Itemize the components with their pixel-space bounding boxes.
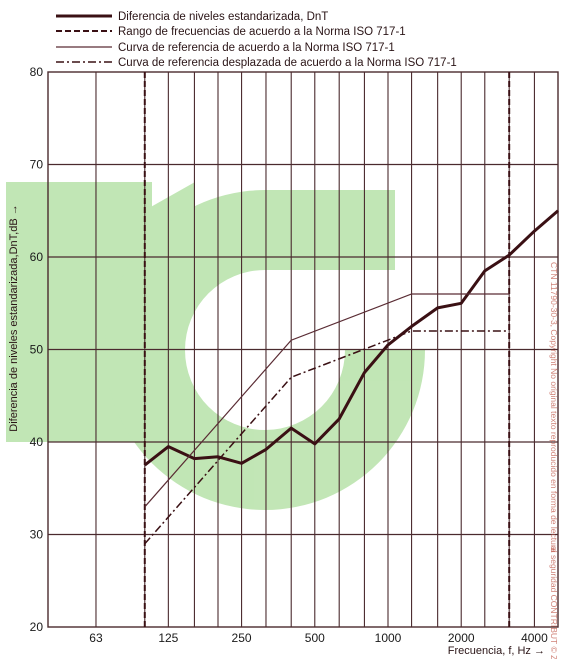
y-tick-label: 50 [30,343,44,357]
x-tick-label: 63 [89,631,103,645]
side-annotation-2: al seguridad CONTRIBUT © Z-1 mis. [549,546,559,659]
x-tick-label: 500 [305,631,325,645]
legend-label-measured: Diferencia de niveles estandarizada, DnT [118,11,328,23]
side-annotation-1: CTN 11790-30-3, Copyright No original te… [549,262,559,553]
series-reference-curve [144,293,510,508]
legend-label-shifted: Curva de referencia desplazada de acuerd… [118,57,457,69]
grid [47,71,559,628]
legend-label-reference: Curva de referencia de acuerdo a la Norm… [118,42,395,54]
y-axis-title: Diferencia de niveles estandarizada,DnT,… [8,204,20,431]
tick-labels: 20 30 40 50 60 70 80 63 125 250 500 1000 2000 4000 [30,65,548,645]
x-tick-label: 125 [158,631,178,645]
y-tick-label: 60 [30,250,44,264]
x-tick-label: 250 [232,631,252,645]
series-measured-dnt [143,209,559,467]
y-tick-label: 70 [30,158,44,172]
y-tick-label: 80 [30,65,44,79]
y-tick-label: 30 [30,528,44,542]
legend-label-range: Rango de frecuencias de acuerdo a la Nor… [118,26,406,38]
x-tick-label: 1000 [375,631,402,645]
series-layer [143,72,559,627]
y-tick-label: 20 [30,620,44,634]
x-tick-label: 4000 [521,631,548,645]
watermark-logo [6,182,425,510]
legend: Diferencia de niveles estandarizada, DnT… [56,11,457,69]
x-axis-title: Frecuencia, f, Hz → [448,645,545,657]
x-tick-label: 2000 [448,631,475,645]
y-tick-label: 40 [30,435,44,449]
